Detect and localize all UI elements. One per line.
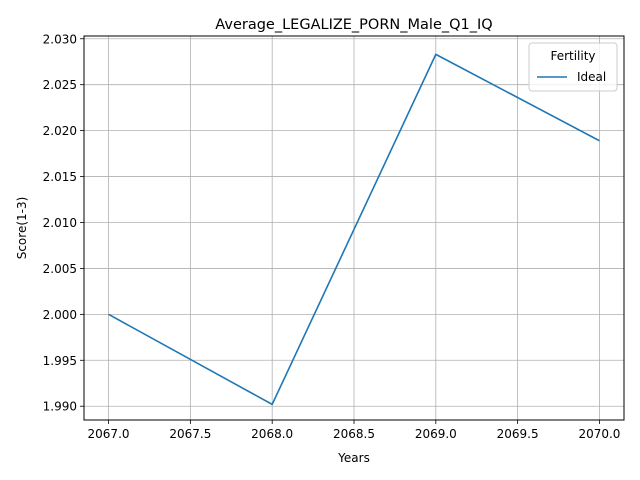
x-tick-label: 2068.5: [333, 427, 375, 441]
x-tick-label: 2069.5: [497, 427, 539, 441]
chart-title: Average_LEGALIZE_PORN_Male_Q1_IQ: [215, 17, 492, 33]
y-tick-label: 2.000: [43, 308, 77, 322]
legend-label-ideal: Ideal: [577, 70, 606, 84]
y-tick-label: 1.995: [43, 354, 77, 368]
y-tick-label: 2.025: [43, 78, 77, 92]
x-tick-label: 2069.0: [415, 427, 457, 441]
x-tick-label: 2068.0: [251, 427, 293, 441]
legend-box: [528, 42, 618, 92]
x-tick-label: 2067.5: [169, 427, 211, 441]
y-tick-label: 2.010: [43, 216, 77, 230]
legend-title: Fertility: [550, 49, 595, 63]
series-line-ideal: [108, 53, 600, 406]
y-axis: 1.990 1.995 2.000 2.005 2.010 2.015 2.020 2.025…: [43, 32, 84, 414]
y-tick-label: 2.005: [43, 262, 77, 276]
y-tick-label: 2.015: [43, 170, 77, 184]
x-tick-label: 2067.0: [88, 427, 130, 441]
x-tick-label: 2070.0: [578, 427, 620, 441]
legend: Fertility Ideal: [528, 42, 618, 92]
x-axis-label: Years: [337, 451, 370, 465]
y-tick-label: 1.990: [43, 400, 77, 414]
grid: [84, 36, 624, 420]
x-axis: 2067.0 2067.5 2068.0 2068.5 2069.0 2069.5 2070…: [88, 420, 620, 441]
series-layer: [108, 53, 600, 406]
y-tick-label: 2.020: [43, 124, 77, 138]
y-axis-label: Score(1-3): [15, 197, 29, 260]
y-tick-label: 2.030: [43, 32, 77, 46]
